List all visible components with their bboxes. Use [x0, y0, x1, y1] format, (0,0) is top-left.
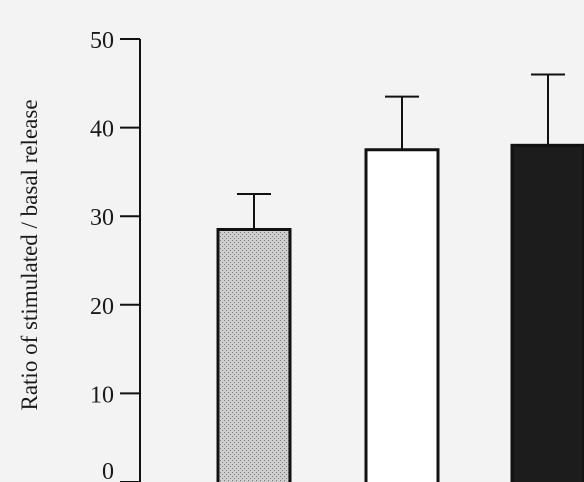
y-tick-label: 20	[90, 294, 114, 320]
y-tick-label: 10	[90, 382, 114, 408]
y-tick-label: 50	[90, 28, 114, 54]
y-tick-label: 0	[102, 459, 114, 482]
y-tick-label: 40	[90, 117, 114, 143]
bar-1	[216, 227, 292, 482]
bar-3	[510, 143, 584, 482]
y-axis-title: Ratio of stimulated / basal release	[17, 99, 42, 410]
y-tick-label: 30	[90, 205, 114, 231]
y-axis: 0 10 20 30 40 50	[90, 28, 141, 482]
bar-2	[364, 148, 440, 482]
bars	[216, 73, 584, 482]
